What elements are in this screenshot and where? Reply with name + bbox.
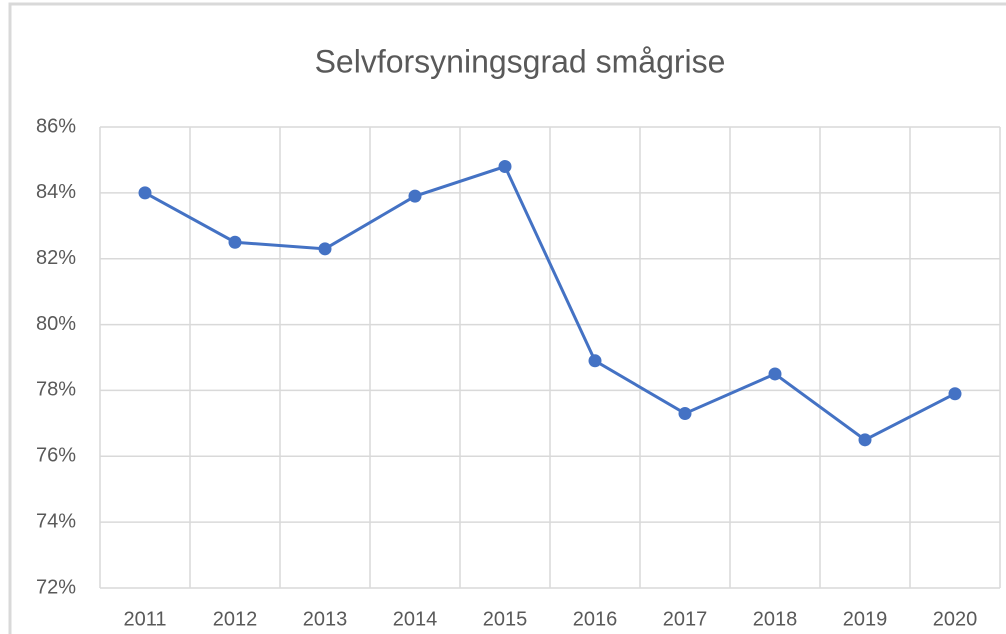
x-tick-label: 2017	[663, 608, 708, 630]
x-tick-label: 2015	[483, 608, 528, 630]
chart-title: Selvforsyningsgrad smågrise	[315, 43, 726, 79]
data-point	[678, 406, 692, 420]
data-point	[498, 160, 512, 174]
data-point	[768, 367, 782, 381]
series-line	[144, 164, 956, 442]
x-tick-label: 2011	[123, 608, 166, 630]
x-tick-label: 2018	[753, 608, 798, 630]
x-tick-label: 2014	[393, 608, 438, 630]
y-tick-label: 86%	[36, 115, 76, 137]
data-point	[408, 189, 422, 203]
data-point	[588, 354, 602, 368]
x-tick-label: 2013	[303, 608, 348, 630]
x-tick-label: 2020	[933, 608, 978, 630]
y-tick-label: 82%	[36, 247, 76, 269]
data-point	[318, 242, 332, 256]
data-point	[948, 387, 962, 401]
y-tick-label: 84%	[36, 181, 76, 203]
y-tick-label: 72%	[36, 576, 76, 598]
data-point	[138, 186, 152, 200]
data-point	[228, 235, 242, 249]
data-point	[858, 433, 872, 447]
x-tick-label: 2012	[213, 608, 258, 630]
chart-border	[8, 2, 1006, 634]
y-tick-label: 80%	[36, 313, 76, 335]
x-tick-label: 2016	[573, 608, 618, 630]
x-tick-label: 2019	[843, 608, 888, 630]
y-tick-label: 76%	[36, 445, 76, 467]
y-tick-label: 74%	[36, 510, 76, 532]
y-tick-label: 78%	[36, 379, 76, 401]
